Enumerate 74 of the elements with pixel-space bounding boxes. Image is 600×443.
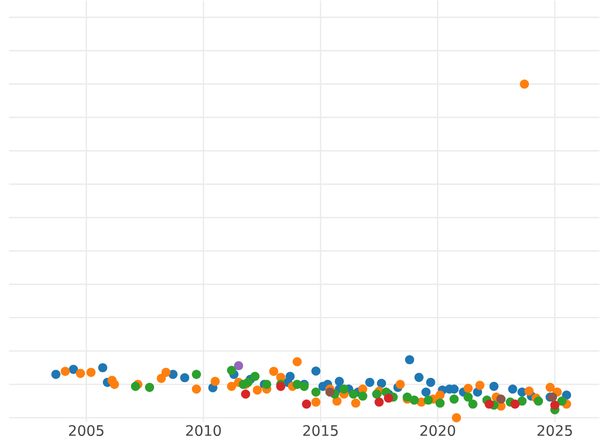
point [192, 384, 202, 394]
point [262, 380, 272, 389]
point [496, 394, 506, 404]
point [365, 378, 374, 387]
point [464, 392, 473, 402]
point [524, 386, 534, 396]
point [508, 384, 518, 394]
point [110, 380, 120, 389]
point [348, 389, 358, 398]
point [250, 372, 260, 381]
point [311, 366, 320, 376]
point [226, 382, 236, 391]
point [550, 400, 560, 410]
point [339, 384, 349, 394]
x-tick-label: 2020 [420, 424, 456, 436]
point [520, 79, 529, 88]
point [510, 399, 520, 408]
point [98, 362, 108, 372]
point [269, 366, 278, 376]
point [192, 370, 202, 379]
point [548, 392, 558, 402]
point [351, 398, 360, 408]
point [358, 391, 368, 400]
point [130, 382, 140, 391]
point [484, 399, 494, 408]
point [405, 354, 414, 364]
point [410, 395, 419, 404]
x-tick-label: 2005 [69, 424, 104, 436]
point [68, 364, 78, 374]
point [76, 368, 86, 378]
point [86, 368, 96, 377]
point [210, 376, 220, 386]
point [517, 396, 527, 406]
point [252, 385, 262, 394]
point [421, 387, 431, 396]
point [241, 389, 250, 398]
point [562, 390, 572, 400]
point [180, 372, 190, 382]
point [302, 399, 312, 408]
point [161, 368, 171, 377]
point [384, 393, 394, 402]
point [234, 360, 244, 370]
point [489, 382, 499, 391]
point [60, 366, 70, 376]
point [534, 396, 544, 406]
point [435, 390, 445, 400]
point [334, 376, 344, 386]
point [243, 378, 253, 387]
point [374, 397, 384, 406]
point [468, 399, 478, 408]
point [325, 387, 335, 396]
point [226, 366, 236, 375]
point [414, 372, 424, 382]
point [557, 396, 566, 406]
x-tick-label: 2010 [186, 424, 221, 436]
point [292, 356, 302, 366]
point [452, 412, 462, 422]
point [156, 374, 166, 383]
point [426, 378, 436, 387]
point [144, 382, 154, 392]
point [396, 380, 405, 389]
x-tick-label: 2015 [303, 424, 338, 436]
point [546, 382, 555, 392]
point [311, 397, 320, 406]
point [292, 380, 302, 389]
point [311, 387, 320, 396]
point [464, 384, 473, 393]
point [435, 398, 445, 408]
point [475, 380, 484, 390]
point [450, 394, 459, 404]
point [424, 395, 433, 404]
point [51, 370, 60, 379]
point [376, 378, 386, 388]
x-tick-label: 2025 [538, 424, 572, 436]
